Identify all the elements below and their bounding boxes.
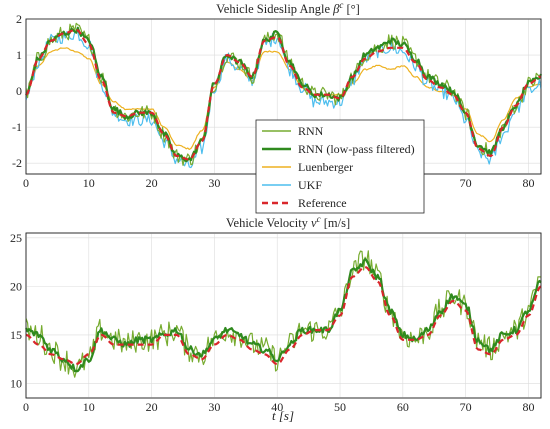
series-line-rnn_lp: [25, 258, 542, 373]
series-line-rnn: [25, 250, 542, 378]
x-tick-label: 50: [334, 400, 346, 414]
x-tick-label: 10: [83, 176, 95, 190]
x-tick-label: 10: [83, 400, 95, 414]
legend-label-luenberger: Luenberger: [298, 160, 353, 174]
x-axis-label: t [s]: [272, 408, 294, 423]
x-tick-label: 60: [397, 400, 409, 414]
velocity-series: [25, 250, 542, 378]
velocity-frame: [25, 232, 542, 399]
y-tick-label: 25: [10, 231, 22, 245]
y-tick-label: 2: [16, 12, 22, 26]
y-tick-label: -2: [12, 156, 22, 170]
x-tick-label: 80: [522, 176, 534, 190]
x-tick-label: 80: [522, 400, 534, 414]
x-tick-label: 0: [23, 176, 29, 190]
sideslip-series: [25, 22, 543, 169]
legend-label-rnn_lp: RNN (low-pass filtered): [298, 142, 415, 156]
legend-label-ukf: UKF: [298, 178, 322, 192]
series-line-reference: [25, 28, 542, 161]
y-tick-label: 10: [10, 376, 22, 390]
y-tick-label: 20: [10, 279, 22, 293]
y-tick-label: -1: [12, 120, 22, 134]
x-tick-label: 20: [146, 400, 158, 414]
velocity-panel: Vehicle Velocity vc [m/s] 0 10 20 30 40 50 60 7…: [10, 214, 542, 423]
velocity-plot-area: [25, 232, 542, 399]
x-tick-label: 70: [460, 176, 472, 190]
sideslip-title: Vehicle Sideslip Angle βc [°]: [216, 0, 360, 16]
velocity-title: Vehicle Velocity vc [m/s]: [226, 214, 350, 230]
x-tick-label: 30: [208, 400, 220, 414]
legend: RNN RNN (low-pass filtered) Luenberger UKF R…: [255, 119, 425, 214]
y-tick-label: 1: [16, 48, 22, 62]
y-tick-label: 15: [10, 328, 22, 342]
x-tick-label: 70: [460, 400, 472, 414]
series-line-reference: [25, 265, 542, 366]
x-tick-label: 40: [271, 400, 283, 414]
legend-label-rnn: RNN: [298, 124, 324, 138]
x-tick-label: 30: [208, 176, 220, 190]
x-tick-label: 0: [23, 400, 29, 414]
y-tick-label: 0: [16, 84, 22, 98]
x-tick-label: 20: [146, 176, 158, 190]
legend-label-reference: Reference: [298, 196, 347, 210]
